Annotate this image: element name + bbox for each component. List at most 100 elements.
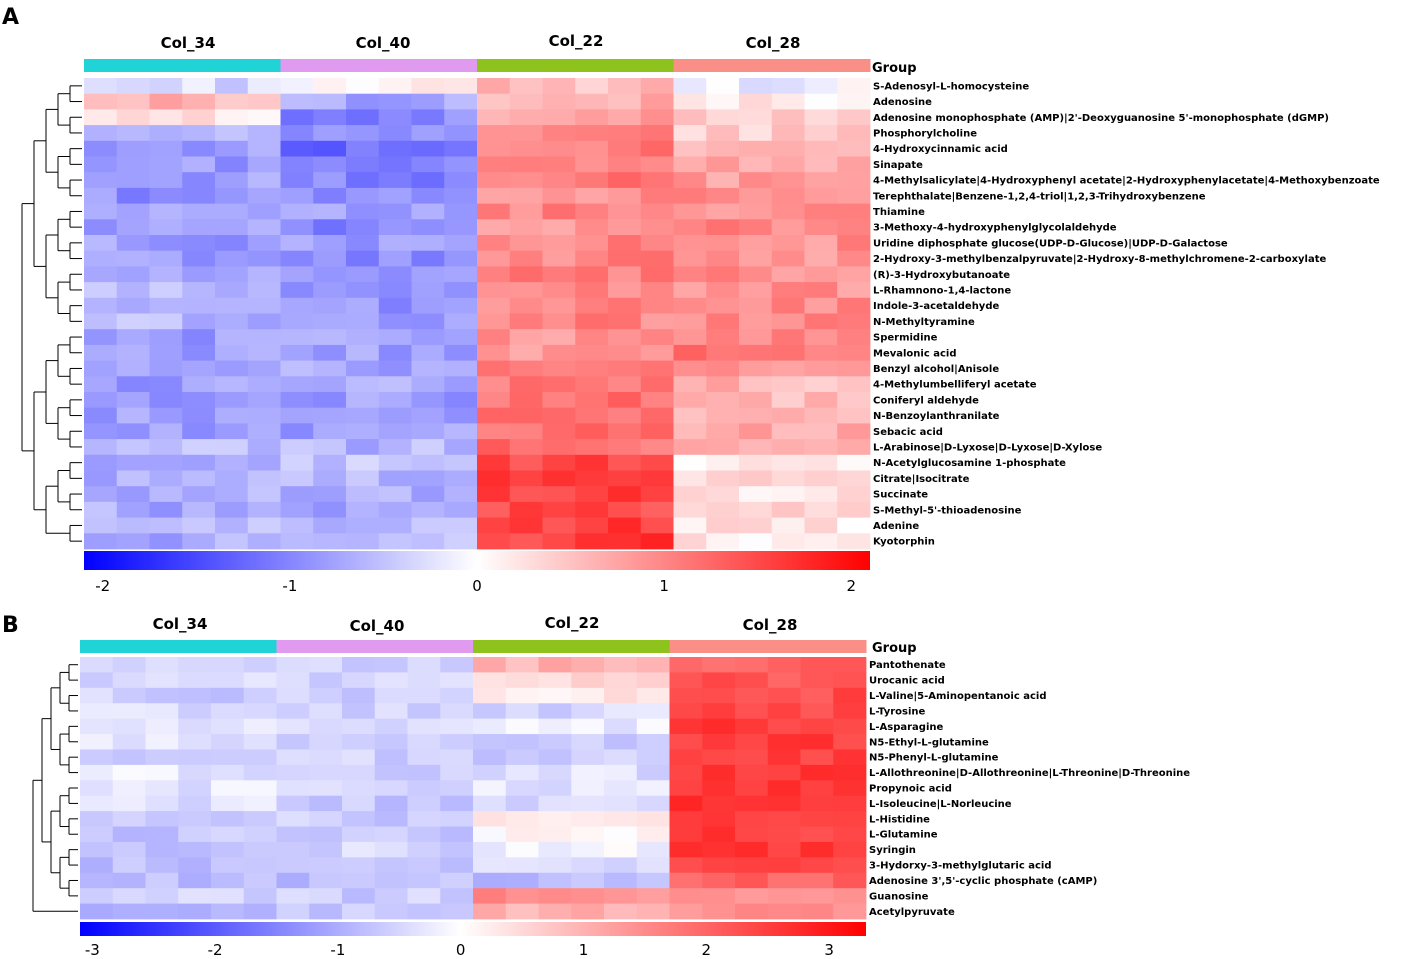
heatmap-cell xyxy=(182,282,216,299)
row-label: Adenosine monophosphate (AMP)|2'-Deoxygu… xyxy=(873,113,1329,124)
heatmap-cell xyxy=(837,219,871,236)
heatmap-cell xyxy=(604,672,638,689)
heatmap-cell xyxy=(575,297,609,314)
heatmap-cell xyxy=(767,780,801,797)
heatmap-cell xyxy=(800,795,834,812)
heatmap-cell xyxy=(771,376,805,393)
heatmap-cell xyxy=(374,780,408,797)
heatmap-cell xyxy=(346,423,380,440)
heatmap-cell xyxy=(673,203,707,220)
heatmap-cell xyxy=(440,657,474,673)
heatmap-cell xyxy=(411,376,445,393)
heatmap-cell xyxy=(309,780,343,797)
heatmap-cell xyxy=(243,687,277,704)
heatmap-cell xyxy=(342,749,376,766)
heatmap-cell xyxy=(771,78,805,95)
heatmap-cell xyxy=(84,501,118,518)
heatmap-cell xyxy=(669,687,703,704)
heatmap-cell xyxy=(145,657,179,673)
heatmap-cell xyxy=(804,517,838,534)
heatmap-cell xyxy=(604,718,638,735)
heatmap-cell xyxy=(509,392,543,409)
group-title-col-40: Col_40 xyxy=(350,617,405,635)
group-title-col-22: Col_22 xyxy=(545,614,600,632)
heatmap-cell xyxy=(342,703,376,720)
group-title-col-22: Col_22 xyxy=(549,32,604,50)
heatmap-cell xyxy=(771,329,805,346)
heatmap-cell xyxy=(608,423,642,440)
heatmap-cell xyxy=(505,780,539,797)
panel-letter-a: A xyxy=(2,5,19,30)
heatmap-cell xyxy=(608,172,642,189)
heatmap-cell xyxy=(640,172,674,189)
heatmap-cell xyxy=(346,392,380,409)
heatmap-cell xyxy=(182,203,216,220)
heatmap-cell xyxy=(571,734,605,750)
heatmap-cell xyxy=(477,344,511,361)
heatmap-cell xyxy=(706,235,740,252)
heatmap-cell xyxy=(538,764,572,781)
heatmap-cell xyxy=(116,297,150,314)
heatmap-cell xyxy=(673,376,707,393)
heatmap-cell xyxy=(149,187,183,204)
heatmap-cell xyxy=(346,407,380,424)
heatmap-cell xyxy=(673,156,707,173)
heatmap-cell xyxy=(771,282,805,299)
heatmap-cell xyxy=(280,407,314,424)
colorbar-tick-label: 3 xyxy=(824,941,834,959)
heatmap-cell xyxy=(116,392,150,409)
heatmap-cell xyxy=(247,360,281,377)
heatmap-cell xyxy=(116,187,150,204)
heatmap-cell xyxy=(80,857,114,874)
heatmap-cell xyxy=(640,470,674,487)
heatmap-cell xyxy=(145,687,179,704)
heatmap-cell xyxy=(739,486,773,503)
heatmap-cell xyxy=(280,93,314,110)
row-label: N5-Phenyl-L-glutamine xyxy=(869,753,999,764)
heatmap-cell xyxy=(247,297,281,314)
heatmap-cell xyxy=(833,764,867,781)
heatmap-cell xyxy=(604,749,638,766)
heatmap-cell xyxy=(706,266,740,283)
heatmap-cell xyxy=(608,203,642,220)
heatmap-cell xyxy=(608,93,642,110)
heatmap-cell xyxy=(116,109,150,126)
heatmap-cell xyxy=(673,360,707,377)
heatmap-cell xyxy=(149,407,183,424)
heatmap-cell xyxy=(800,826,834,843)
heatmap-cell xyxy=(411,470,445,487)
heatmap-cell xyxy=(739,407,773,424)
heatmap-cell xyxy=(84,313,118,330)
heatmap-cell xyxy=(505,718,539,735)
heatmap-cell xyxy=(215,439,249,456)
heatmap-cell xyxy=(215,501,249,518)
heatmap-cell xyxy=(378,313,412,330)
heatmap-cell xyxy=(636,672,670,689)
heatmap-cell xyxy=(542,439,576,456)
heatmap-cell xyxy=(739,78,773,95)
heatmap-cell xyxy=(149,203,183,220)
heatmap-cell xyxy=(182,360,216,377)
heatmap-cell xyxy=(575,156,609,173)
heatmap-cell xyxy=(407,811,441,827)
heatmap-cell xyxy=(739,313,773,330)
heatmap-cell xyxy=(804,78,838,95)
heatmap-cell xyxy=(673,486,707,503)
heatmap-cell xyxy=(280,439,314,456)
heatmap-cell xyxy=(178,903,212,920)
heatmap-cell xyxy=(280,423,314,440)
heatmap-cell xyxy=(477,297,511,314)
heatmap-cell xyxy=(215,235,249,252)
heatmap-cell xyxy=(116,454,150,471)
heatmap-cell xyxy=(608,140,642,157)
heatmap-cell xyxy=(84,219,118,236)
heatmap-cell xyxy=(440,718,474,735)
heatmap-cell xyxy=(542,501,576,518)
heatmap-cell xyxy=(604,857,638,874)
heatmap-cell xyxy=(739,235,773,252)
heatmap-cell xyxy=(407,888,441,904)
heatmap-cell xyxy=(313,407,347,424)
heatmap-cell xyxy=(313,93,347,110)
heatmap-cell xyxy=(771,454,805,471)
heatmap-cell xyxy=(739,329,773,346)
